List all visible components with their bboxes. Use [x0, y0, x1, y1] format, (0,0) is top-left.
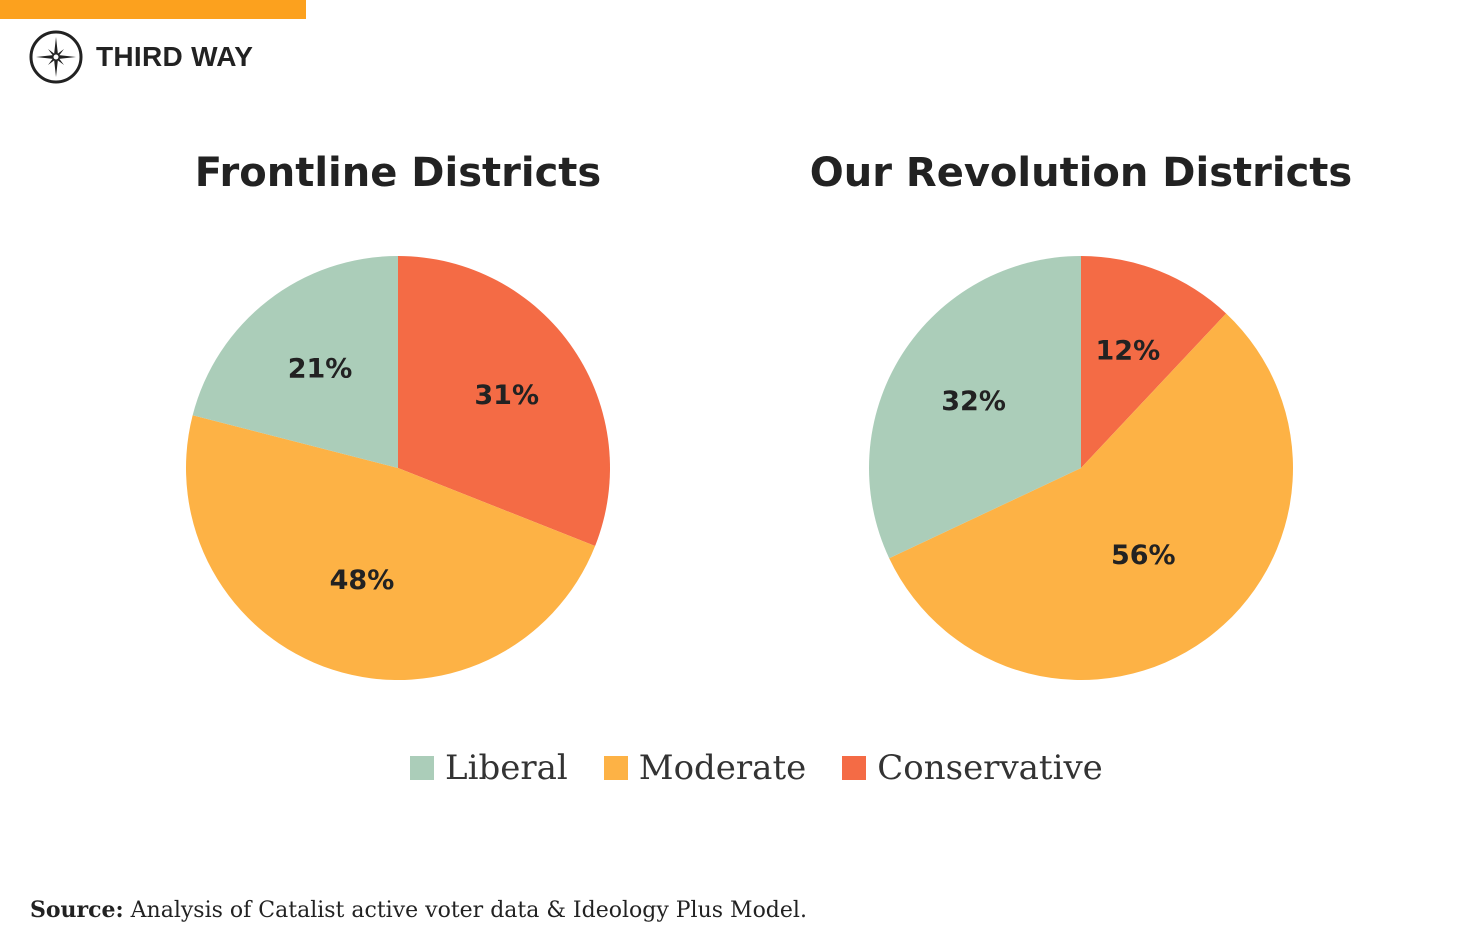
- source-label: Source:: [30, 897, 124, 923]
- slice-label: 48%: [330, 565, 395, 596]
- pie-slice-liberal: [192, 256, 398, 468]
- slice-label: 56%: [1111, 540, 1176, 571]
- legend-label: Liberal: [445, 748, 568, 788]
- slice-label: 21%: [288, 353, 353, 384]
- legend-swatch: [842, 756, 867, 780]
- source-text: Analysis of Catalist active voter data &…: [123, 898, 807, 923]
- chart-title: Our Revolution Districts: [810, 150, 1352, 196]
- slice-label: 12%: [1096, 336, 1161, 367]
- legend-swatch: [410, 756, 434, 780]
- legend-item-moderate: Moderate: [603, 748, 807, 788]
- legend-label: Moderate: [638, 748, 807, 788]
- legend-item-liberal: Liberal: [410, 748, 568, 788]
- legend-label: Conservative: [877, 748, 1103, 788]
- source-note: Source: Analysis of Catalist active vote…: [30, 897, 807, 923]
- logo: THIRD WAY: [28, 29, 253, 85]
- slice-label: 31%: [474, 380, 539, 411]
- brand-name: THIRD WAY: [96, 41, 254, 72]
- pie-slice-conservative: [398, 256, 610, 547]
- legend-item-conservative: Conservative: [842, 748, 1103, 788]
- pie-slice-conservative: [1081, 256, 1227, 468]
- pie-slice-moderate: [889, 313, 1293, 680]
- compass-icon: [29, 30, 83, 84]
- pie-slice-liberal: [868, 256, 1081, 559]
- chart-title: Frontline Districts: [195, 150, 601, 196]
- legend: Liberal Moderate Conservative: [410, 748, 1139, 788]
- pie-slice-moderate: [185, 415, 596, 681]
- accent-bar: [0, 0, 306, 19]
- legend-swatch: [603, 756, 628, 780]
- slice-label: 32%: [941, 386, 1006, 417]
